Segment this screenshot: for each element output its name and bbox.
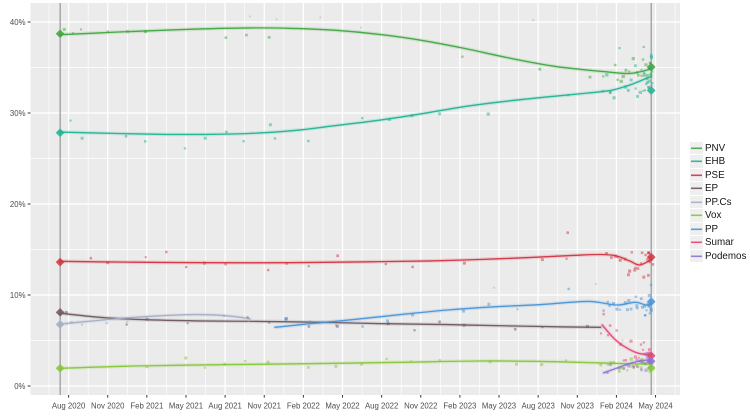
- faint-points: [249, 15, 624, 342]
- grid-minor: [30, 3, 680, 395]
- result-diamond-Podemos: [646, 356, 656, 366]
- x-tick-label: Aug 2021: [208, 402, 241, 411]
- legend-label: Vox: [705, 210, 722, 221]
- legend-label: PSE: [705, 169, 725, 181]
- legend-entry-Vox: Vox: [690, 209, 746, 223]
- poll-points-PP: [284, 283, 653, 328]
- legend-label: PP: [705, 223, 719, 235]
- legend-label: PNV: [705, 142, 726, 154]
- y-tick-label: 10%: [10, 291, 26, 300]
- result-diamond-PNV: [646, 62, 656, 72]
- legend-key-PSE: [690, 168, 703, 182]
- legend-entry-PNV: PNV: [690, 141, 746, 155]
- x-tick-label: Aug 2020: [52, 402, 86, 411]
- legend-label: EHB: [705, 156, 726, 167]
- legend-key-Podemos: [690, 249, 703, 263]
- legend-key-PP: [690, 222, 703, 236]
- result-diamond-PP.Cs: [55, 320, 65, 329]
- legend-label: PP.Cs: [705, 196, 732, 208]
- x-tick-label: Aug 2023: [521, 402, 554, 411]
- legend-entry-Podemos: Podemos: [690, 249, 746, 263]
- x-tick-label: May 2024: [638, 402, 673, 411]
- result-diamond-Sumar: [646, 351, 656, 361]
- x-tick-label: Nov 2021: [248, 402, 281, 411]
- trend-line-Podemos: [603, 358, 652, 374]
- y-tick-label: 20%: [10, 200, 26, 209]
- legend-key-Sumar: [690, 236, 703, 249]
- x-tick-label: Nov 2020: [91, 402, 125, 411]
- legend-label: Podemos: [705, 250, 747, 262]
- x-tick-label: Aug 2022: [365, 402, 398, 411]
- legend-entry-PP: PP: [690, 222, 746, 236]
- y-tick-label: 0%: [14, 382, 25, 391]
- legend-key-PNV: [690, 141, 703, 155]
- trend-line-PP.Cs: [59, 313, 251, 325]
- result-diamond-PP: [646, 297, 656, 306]
- x-tick-label: Nov 2023: [561, 402, 594, 411]
- legend-entry-PP.Cs: PP.Cs: [690, 195, 746, 209]
- legend-label: Sumar: [705, 237, 734, 248]
- legend-label: EP: [705, 183, 719, 194]
- x-tick-label: May 2021: [169, 402, 203, 411]
- legend-entry-EP: EP: [690, 182, 746, 196]
- x-tick-label: Feb 2021: [130, 402, 163, 411]
- poll-points-PSE: [89, 231, 655, 279]
- x-tick-label: Feb 2023: [443, 402, 476, 411]
- y-tick-label: 30%: [10, 109, 26, 118]
- legend-entry-Sumar: Sumar: [690, 236, 746, 250]
- legend-key-EHB: [690, 155, 703, 168]
- poll-points-PP.Cs: [66, 314, 250, 326]
- poll-points: [62, 15, 655, 374]
- legend-key-EP: [690, 182, 703, 195]
- trend-line-PNV: [59, 27, 652, 75]
- x-tick-label: Feb 2022: [287, 402, 320, 411]
- panel-background: [30, 3, 680, 395]
- x-tick-label: Nov 2022: [404, 402, 437, 411]
- trend-line-Sumar: [601, 324, 652, 356]
- legend-entry-EHB: EHB: [690, 155, 746, 169]
- legend-entry-PSE: PSE: [690, 168, 746, 182]
- legend-key-Vox: [690, 209, 703, 222]
- trend-line-EHB: [59, 75, 652, 136]
- x-tick-label: Feb 2024: [600, 402, 634, 411]
- poll-points-EHB: [69, 47, 654, 150]
- y-tick-label: 40%: [10, 18, 26, 27]
- result-diamond-PSE: [646, 252, 656, 262]
- axes: Aug 2020 Nov 2020 Feb 2021 May 2021 Aug 2021…: [10, 18, 673, 411]
- legend: PNV EHB PSE EP PP.Cs Vox PP Sumar Podemos: [690, 141, 746, 263]
- legend-key-PP.Cs: [690, 195, 703, 209]
- trend-line-PP: [274, 300, 652, 328]
- x-tick-label: May 2022: [325, 402, 359, 411]
- x-tick-label: May 2023: [482, 402, 516, 411]
- result-diamond-Vox: [55, 363, 65, 373]
- result-diamond-PSE: [55, 257, 65, 267]
- result-diamond-EP: [55, 308, 65, 317]
- result-diamond-EHB: [646, 86, 656, 95]
- result-diamond-Vox: [646, 363, 656, 373]
